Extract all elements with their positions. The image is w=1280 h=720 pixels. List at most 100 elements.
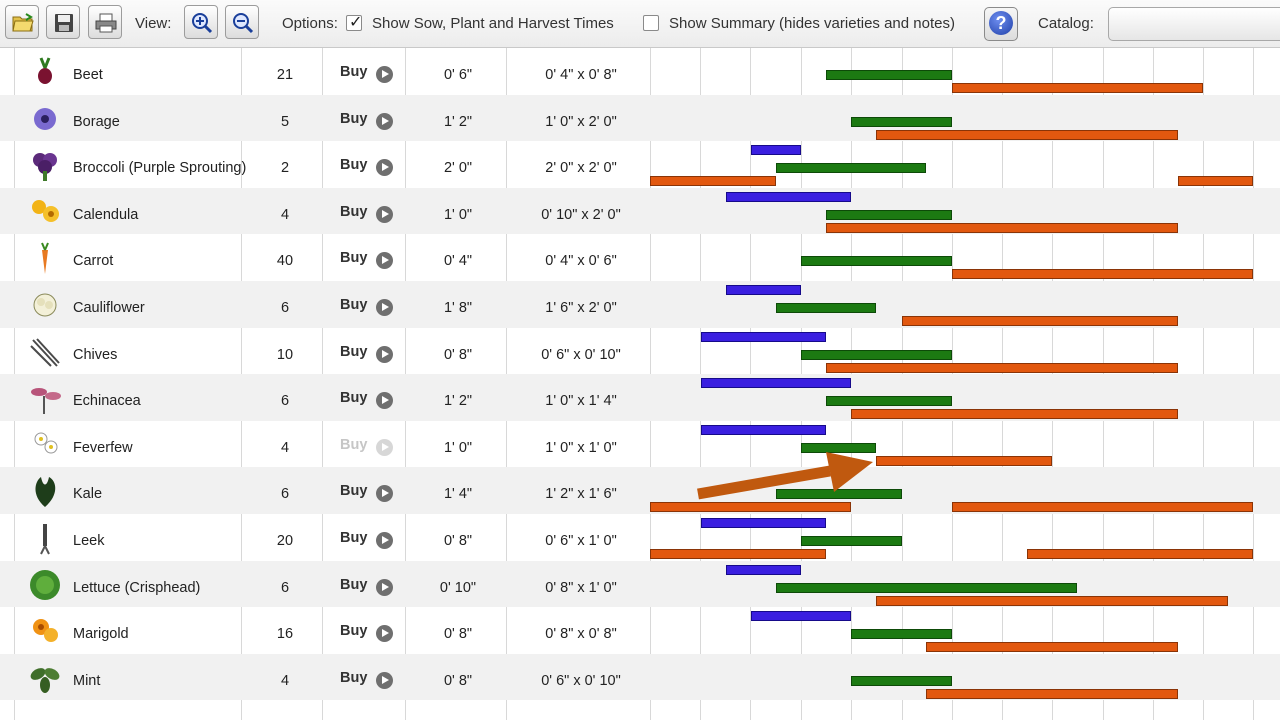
harvest-period-bar [926, 642, 1178, 653]
plant-period-bar [801, 256, 952, 267]
print-icon [95, 13, 117, 33]
lettuce-icon [30, 569, 60, 600]
plant-name: Marigold [73, 626, 129, 643]
buy-label[interactable]: Buy [340, 390, 368, 407]
save-icon [55, 14, 73, 32]
sow-period-bar [701, 518, 826, 528]
plant-name: Broccoli (Purple Sprouting) [73, 160, 247, 177]
buy-label[interactable]: Buy [340, 250, 368, 267]
checkmark-icon: ✓ [349, 14, 363, 31]
show-summary-label[interactable]: Show Summary (hides varieties and notes) [669, 15, 955, 32]
buy-label[interactable]: Buy [340, 343, 368, 360]
sow-period-bar [701, 378, 851, 389]
plant-row-spacing: 0' 6" x 0' 10" [541, 672, 621, 689]
broccoli-icon [33, 153, 57, 182]
show-times-checkbox[interactable]: ✓ [346, 14, 363, 31]
print-button[interactable] [88, 5, 122, 39]
plant-period-bar [801, 349, 952, 360]
kale-icon [35, 477, 56, 508]
plant-name: Cauliflower [73, 300, 145, 316]
plant-period-bar [776, 303, 876, 313]
sow-period-bar [701, 424, 826, 435]
buy-label[interactable]: Buy [340, 110, 368, 127]
buy-arrow-icon[interactable] [376, 112, 393, 130]
harvest-period-bar [1178, 176, 1253, 187]
plant-name: Kale [73, 486, 103, 503]
harvest-period-bar [876, 455, 1052, 466]
buy-label[interactable]: Buy [340, 669, 368, 686]
save-button[interactable] [46, 5, 80, 39]
buy-arrow-icon[interactable] [376, 578, 393, 596]
harvest-period-bar [952, 502, 1253, 513]
plant-spacing: 1' 0" [443, 439, 473, 456]
buy-label[interactable]: Buy [340, 576, 368, 593]
beet-icon [38, 57, 52, 84]
buy-arrow-icon[interactable] [376, 205, 393, 223]
harvest-period-bar [876, 595, 1228, 606]
buy-label[interactable]: Buy [340, 623, 368, 640]
plant-name: Mint [73, 672, 101, 689]
help-button[interactable]: ? [984, 7, 1018, 41]
buy-label[interactable]: Buy [340, 530, 368, 546]
buy-arrow-icon[interactable] [376, 438, 393, 456]
plant-quantity: 6 [280, 393, 290, 410]
plant-row-spacing: 1' 2" x 1' 6" [545, 486, 617, 503]
buy-label[interactable]: Buy [340, 157, 368, 174]
harvest-period-bar [650, 549, 826, 559]
buy-arrow-icon[interactable] [376, 625, 393, 643]
plant-name: Calendula [73, 206, 139, 223]
plant-row-spacing: 0' 10" x 2' 0" [541, 206, 621, 223]
plant-quantity: 4 [280, 206, 290, 223]
buy-arrow-icon[interactable] [376, 532, 393, 549]
plant-spacing: 1' 4" [443, 486, 473, 503]
buy-label[interactable]: Buy [340, 297, 368, 313]
buy-arrow-icon[interactable] [376, 671, 393, 689]
plant-period-bar [801, 442, 876, 453]
plant-row-spacing: 1' 0" x 2' 0" [545, 113, 617, 130]
plant-name: Chives [73, 346, 118, 363]
plant-row-spacing: 1' 0" x 1' 0" [545, 439, 617, 456]
plant-period-bar [776, 489, 902, 500]
open-button[interactable] [5, 5, 39, 39]
buy-label[interactable]: Buy [340, 436, 368, 453]
plant-name: Borage [73, 113, 120, 130]
sow-period-bar [701, 331, 826, 342]
open-folder-icon [12, 13, 34, 32]
borage-icon [34, 107, 56, 130]
plant-period-bar [776, 582, 1077, 593]
buy-arrow-icon[interactable] [376, 485, 393, 503]
zoom-in-button[interactable] [184, 5, 218, 39]
harvest-period-bar [826, 362, 1178, 373]
marigold-icon [33, 619, 58, 643]
buy-label[interactable]: Buy [340, 483, 368, 500]
plant-spacing: 0' 10" [439, 579, 477, 596]
buy-arrow-icon[interactable] [376, 252, 393, 270]
buy-label[interactable]: Buy [340, 64, 368, 80]
plant-row-spacing: 0' 4" x 0' 8" [545, 67, 617, 83]
buy-arrow-icon[interactable] [376, 299, 393, 316]
catalog-select[interactable] [1108, 7, 1280, 41]
sow-period-bar [751, 145, 801, 156]
zoom-out-button[interactable] [225, 5, 259, 39]
plant-spacing: 1' 0" [443, 206, 473, 223]
show-times-label[interactable]: Show Sow, Plant and Harvest Times [372, 15, 614, 32]
plant-row-spacing: 2' 0" x 2' 0" [545, 160, 617, 177]
zoom-out-icon [233, 13, 254, 34]
plant-row-spacing: 1' 0" x 1' 4" [545, 393, 617, 410]
plant-quantity: 4 [280, 439, 290, 456]
harvest-period-bar [902, 316, 1178, 326]
plant-name: Lettuce (Crisphead) [73, 579, 201, 596]
buy-arrow-icon[interactable] [376, 66, 393, 83]
buy-arrow-icon[interactable] [376, 392, 393, 410]
buy-arrow-icon[interactable] [376, 159, 393, 177]
plant-quantity: 21 [276, 67, 294, 83]
plant-row-spacing: 0' 4" x 0' 6" [545, 253, 617, 270]
show-summary-checkbox[interactable] [643, 15, 659, 31]
plant-quantity: 10 [276, 346, 294, 363]
plant-quantity: 6 [280, 300, 290, 316]
help-icon: ? [989, 11, 1013, 35]
plant-name: Beet [73, 67, 103, 83]
catalog-label: Catalog: [1038, 15, 1094, 32]
buy-label[interactable]: Buy [340, 203, 368, 220]
buy-arrow-icon[interactable] [376, 345, 393, 363]
